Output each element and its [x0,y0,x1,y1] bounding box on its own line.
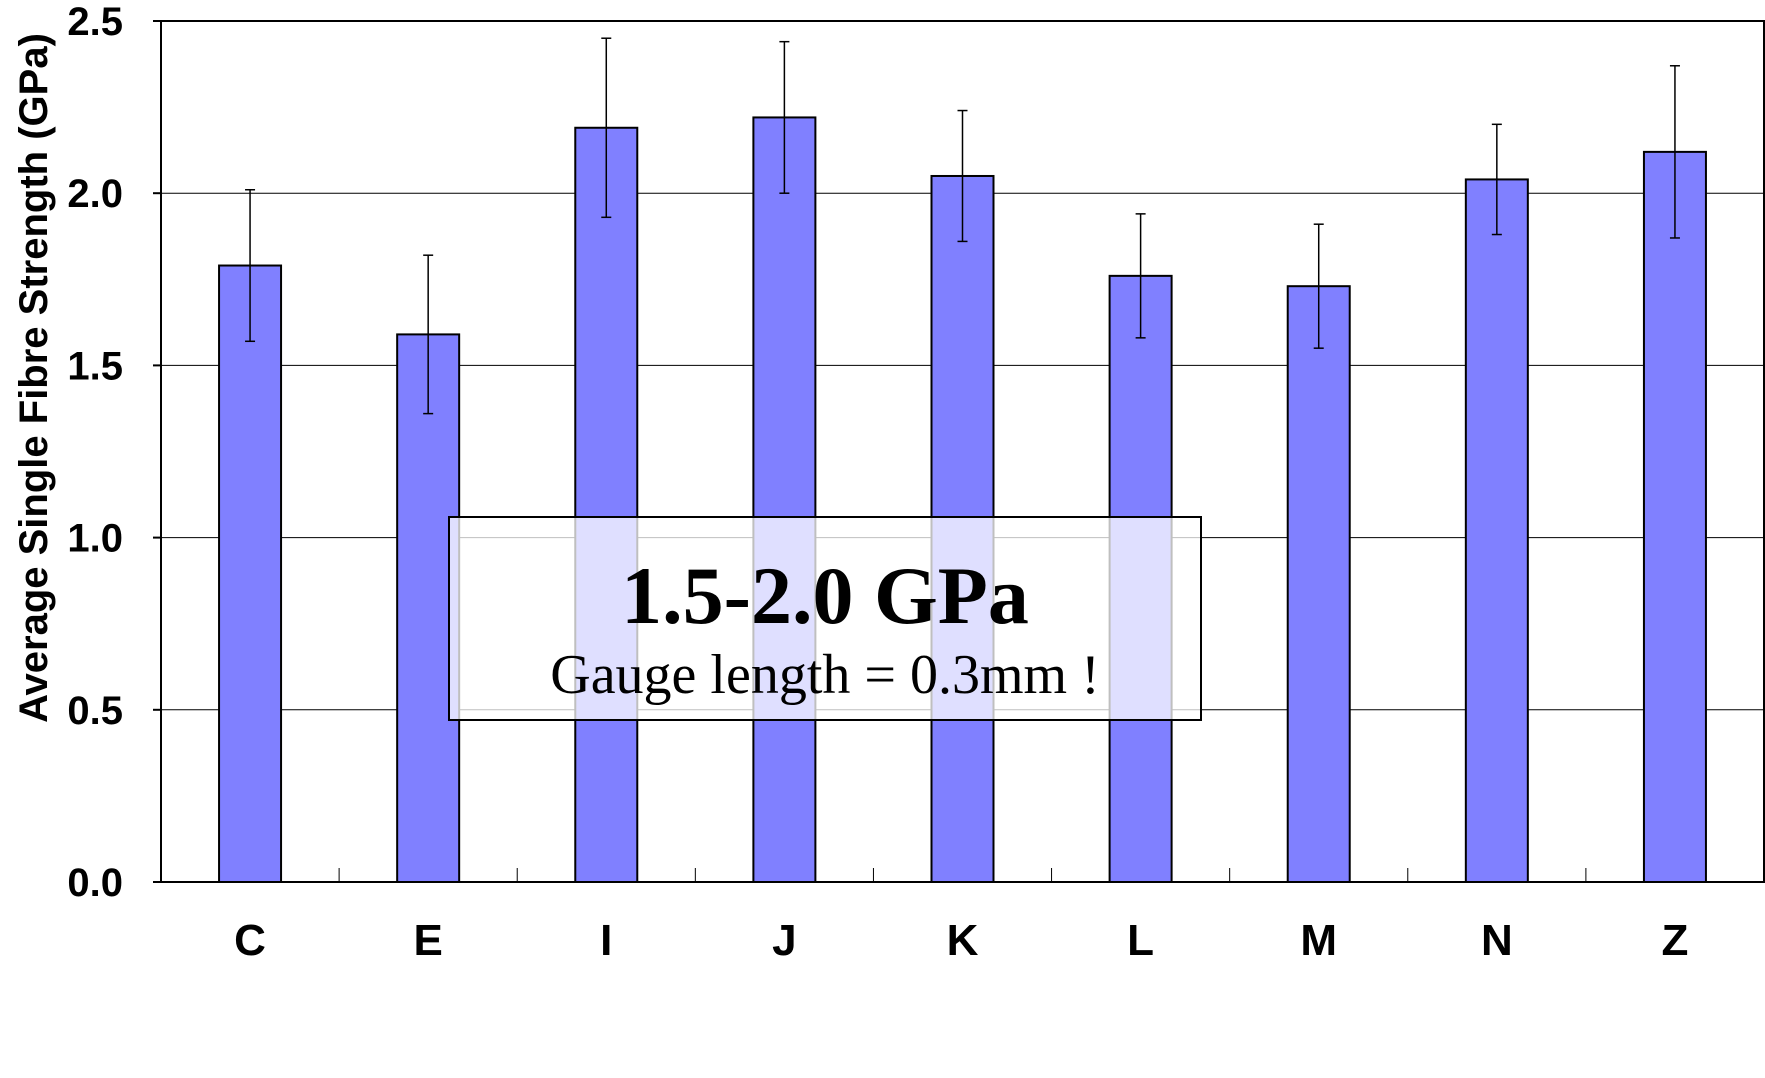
annotation-rect [448,516,1202,721]
x-tick-label-l: L [1127,916,1154,965]
bars [218,116,1707,884]
y-tick-label: 0.0 [67,861,123,905]
y-tick-label: 2.0 [67,172,123,216]
y-tick-label: 1.0 [67,517,123,561]
bar-j [752,116,817,883]
y-tick-label: 0.5 [67,689,123,733]
y-axis-ticks: 0.0 0.5 1.0 1.5 2.0 2.5 [67,0,161,905]
bar-n [1464,178,1529,883]
annotation-sub-text: Gauge length = 0.3mm ! [550,644,1099,706]
bar-m [1286,285,1351,883]
bar-i [574,126,639,884]
x-tick-label-z: Z [1661,916,1688,965]
y-tick-label: 2.5 [67,0,123,44]
annotation-box: 1.5-2.0 GPa Gauge length = 0.3mm ! [448,516,1202,721]
x-tick-label-k: K [947,916,979,965]
bar-z [1642,150,1707,883]
annotation-main-text: 1.5-2.0 GPa [621,550,1029,641]
x-tick-label-c: C [234,916,266,965]
bar-c [218,264,283,883]
y-tick-label: 1.5 [67,344,123,388]
x-tick-label-m: M [1300,916,1337,965]
x-tick-label-n: N [1481,916,1513,965]
x-tick-label-j: J [772,916,796,965]
x-tick-label-i: I [600,916,612,965]
y-axis-label: Average Single Fibre Strength (GPa) [12,33,56,723]
x-tick-label-e: E [413,916,442,965]
error-bars [245,37,1680,415]
